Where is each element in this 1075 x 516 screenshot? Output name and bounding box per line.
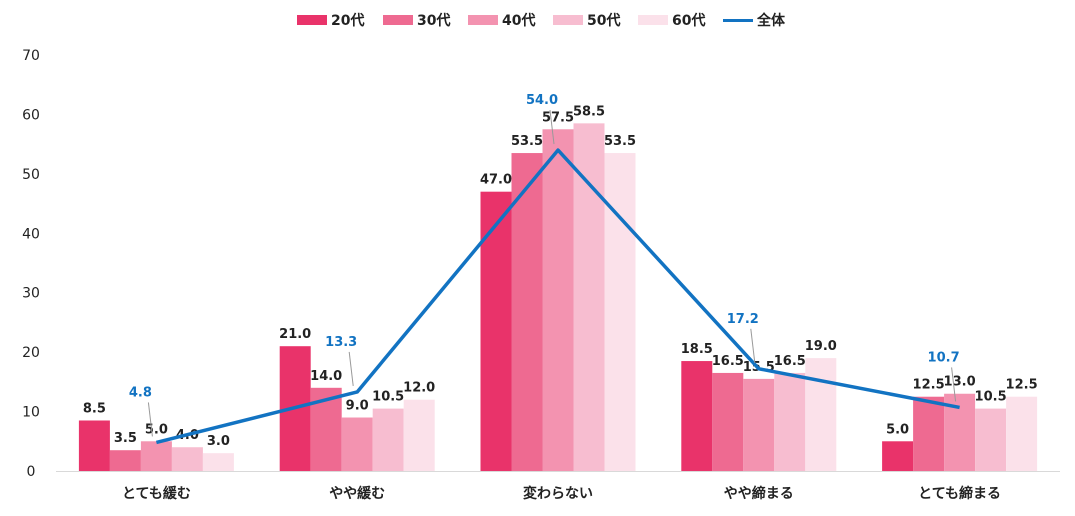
bar-value-label: 57.5 [542,110,574,125]
x-tick-label: やや緩む [329,485,385,502]
legend-label-20s: 20代 [331,13,365,29]
y-tick-label: 60 [22,107,40,123]
bar-value-label: 5.0 [145,422,168,437]
overall-value-label: 4.8 [129,385,152,400]
bar [573,123,605,471]
bar-value-label: 18.5 [681,342,713,357]
bar [341,417,373,471]
bar [805,358,837,471]
bar [882,441,914,471]
legend-label-50s: 50代 [587,13,621,29]
bar [542,129,574,472]
x-tick-label: とても緩む [122,485,191,502]
bar [975,408,1007,471]
bar [403,399,435,471]
bar [202,453,234,471]
bar-value-label: 10.5 [975,390,1007,405]
legend-swatch-40s [468,15,498,25]
bar [1006,396,1038,471]
bar [743,378,775,471]
legend-label-overall: 全体 [757,13,785,29]
overall-label-leader [348,351,354,387]
overall-line [155,148,960,445]
bar-value-label: 14.0 [310,369,342,384]
bar [480,191,512,471]
bar [372,408,404,471]
bar [140,441,172,471]
bar [78,420,110,471]
y-tick-label: 70 [22,48,40,64]
overall-label-leader [951,367,957,402]
y-tick-label: 30 [22,286,40,302]
overall-value-label: 54.0 [526,93,558,108]
bar-value-label: 53.5 [604,134,636,149]
y-tick-label: 20 [22,345,40,361]
bar-value-label: 16.5 [712,354,744,369]
legend-item-50s: 50代 [553,8,620,32]
legend-item-overall: 全体 [723,8,785,32]
legend-item-40s: 40代 [468,8,535,32]
overall-label-leader [147,402,153,437]
bar [604,153,636,472]
legend-item-60s: 60代 [638,8,705,32]
bar-value-label: 58.5 [573,104,605,119]
overall-value-label: 10.7 [928,350,960,365]
x-tick-label: やや締まる [724,485,794,502]
bar-value-label: 53.5 [511,134,543,149]
legend-line-overall [723,18,753,22]
legend: 20代 30代 40代 50代 60代 全体 [0,8,1075,32]
bar [774,372,806,471]
legend-label-30s: 30代 [417,13,451,29]
bar-value-label: 10.5 [372,390,404,405]
overall-label-leader [549,110,555,145]
overall-label-leader [750,328,756,363]
y-tick-label: 40 [22,226,40,242]
overall-value-label: 17.2 [727,312,759,327]
bar-value-label: 12.0 [403,381,435,396]
bar-value-label: 5.0 [886,422,909,437]
bar [109,450,141,471]
y-tick-label: 10 [22,405,40,421]
legend-swatch-30s [383,15,413,25]
overall-value-label: 13.3 [325,335,357,350]
bar-value-label: 3.5 [114,431,137,446]
bar-value-label: 9.0 [346,399,369,414]
x-tick-label: とても締まる [918,485,1001,502]
bar-value-label: 19.0 [805,339,837,354]
bar-value-label: 13.0 [944,375,976,390]
bar-value-label: 8.5 [83,401,106,416]
bar [681,361,713,471]
bar-value-label: 12.5 [1006,378,1038,393]
legend-label-60s: 60代 [672,13,706,29]
x-tick-label: 変わらない [523,485,593,502]
bar [913,396,945,471]
bar-value-label: 16.5 [774,354,806,369]
bar-value-label: 3.0 [207,434,230,449]
legend-label-40s: 40代 [502,13,536,29]
bar-value-label: 12.5 [913,378,945,393]
bar-value-label: 21.0 [279,327,311,342]
y-tick-label: 50 [22,167,40,183]
legend-swatch-60s [638,15,668,25]
legend-item-20s: 20代 [297,8,364,32]
legend-swatch-20s [297,15,327,25]
bar-value-label: 47.0 [480,173,512,188]
y-tick-label: 0 [27,464,36,480]
bar [712,372,744,471]
legend-item-30s: 30代 [383,8,450,32]
bar [171,447,203,471]
bar [511,153,543,472]
legend-swatch-50s [553,15,583,25]
